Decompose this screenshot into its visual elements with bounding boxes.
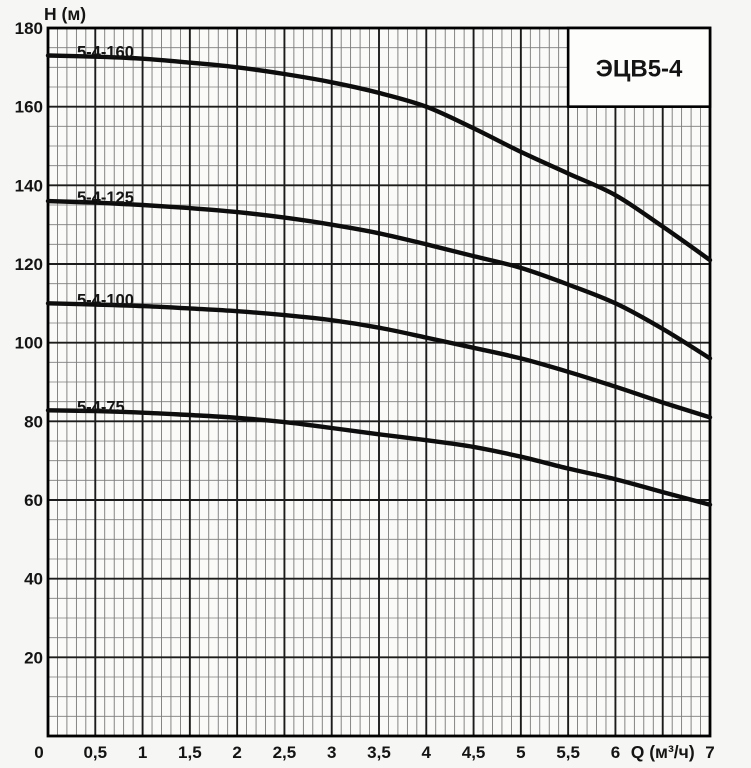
y-tick-label: 80 [24, 412, 43, 431]
chart-title: ЭЦВ5-4 [596, 55, 683, 82]
y-tick-label: 20 [24, 648, 43, 667]
series-title-box [566, 26, 712, 108]
y-tick-label: 120 [15, 255, 43, 274]
x-tick-label: 0,5 [83, 743, 107, 762]
curve-label-5-4-75: 5-4-75 [77, 398, 125, 416]
x-tick-label: 3,5 [367, 743, 391, 762]
y-tick-label: 60 [24, 491, 43, 510]
grid-major [48, 28, 710, 736]
x-tick-label: 5,5 [556, 743, 580, 762]
x-tick-label: 3 [327, 743, 336, 762]
y-tick-label: 100 [15, 334, 43, 353]
x-tick-label: 0 [34, 743, 43, 762]
y-tick-label: 40 [24, 570, 43, 589]
x-tick-label: 2 [232, 743, 241, 762]
x-tick-label: 5 [516, 743, 525, 762]
curve-5-4-160 [45, 53, 713, 263]
y-axis-label: H (м) [44, 4, 86, 24]
x-tick-label: 1,5 [178, 743, 202, 762]
x-tick-label: 4 [422, 743, 432, 762]
y-tick-label: 140 [15, 176, 43, 195]
plot-border [46, 26, 712, 738]
x-tick-label: 2,5 [273, 743, 297, 762]
y-tick-label: 160 [15, 98, 43, 117]
x-tick-label: 7 [705, 743, 714, 762]
y-tick-label: 180 [15, 19, 43, 38]
x-tick-label: 4,5 [462, 743, 486, 762]
x-tick-label: 1 [138, 743, 147, 762]
x-tick-label: 6 [611, 743, 620, 762]
x-axis-label: Q (м³/ч) [631, 742, 695, 762]
curve-5-4-125 [45, 198, 713, 361]
curve-label-5-4-160: 5-4-160 [77, 44, 134, 62]
curve-5-4-75 [45, 408, 713, 507]
curve-label-5-4-100: 5-4-100 [77, 291, 134, 309]
curve-5-4-100 [45, 301, 713, 420]
curve-label-5-4-125: 5-4-125 [77, 189, 134, 207]
